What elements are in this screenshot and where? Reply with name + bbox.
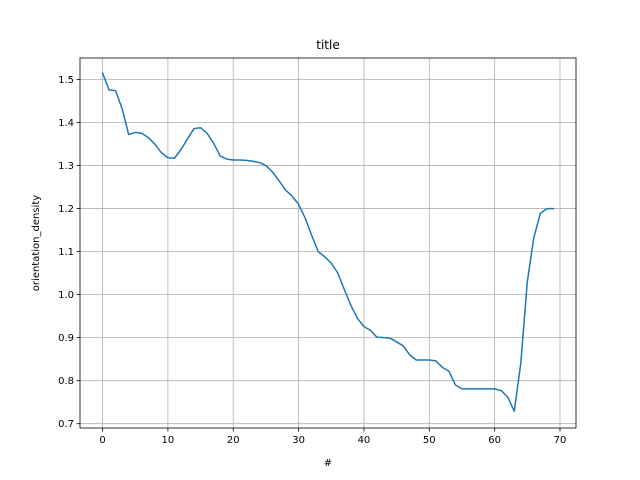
x-tick-label: 70 bbox=[554, 435, 567, 446]
x-tick-label: 10 bbox=[162, 435, 175, 446]
y-tick-label: 0.8 bbox=[58, 376, 74, 387]
x-tick-label: 60 bbox=[488, 435, 501, 446]
y-tick-label: 1.0 bbox=[58, 290, 74, 301]
series-line bbox=[101, 72, 555, 412]
x-axis-label: # bbox=[324, 458, 332, 469]
x-tick-label: 0 bbox=[99, 435, 105, 446]
y-tick-label: 1.2 bbox=[58, 204, 74, 215]
gridlines bbox=[80, 58, 576, 428]
y-tick-label: 0.9 bbox=[58, 333, 74, 344]
chart-title: title bbox=[316, 38, 339, 52]
y-tick-label: 0.7 bbox=[58, 419, 74, 430]
x-tick-label: 20 bbox=[227, 435, 240, 446]
y-axis-ticks: 0.7 0.8 0.9 1.0 1.1 1.2 1.3 1.4 1.5 bbox=[58, 75, 80, 430]
x-axis-ticks: 0 10 20 30 40 50 60 70 bbox=[99, 428, 566, 446]
x-tick-label: 40 bbox=[358, 435, 371, 446]
y-tick-label: 1.3 bbox=[58, 161, 74, 172]
y-tick-label: 1.4 bbox=[58, 118, 74, 129]
x-tick-label: 50 bbox=[423, 435, 436, 446]
y-axis-label: orientation_density bbox=[31, 195, 42, 291]
series-layer bbox=[101, 72, 555, 412]
y-tick-label: 1.1 bbox=[58, 247, 74, 258]
x-tick-label: 30 bbox=[292, 435, 305, 446]
y-tick-label: 1.5 bbox=[58, 75, 74, 86]
plot-frame bbox=[79, 57, 577, 429]
